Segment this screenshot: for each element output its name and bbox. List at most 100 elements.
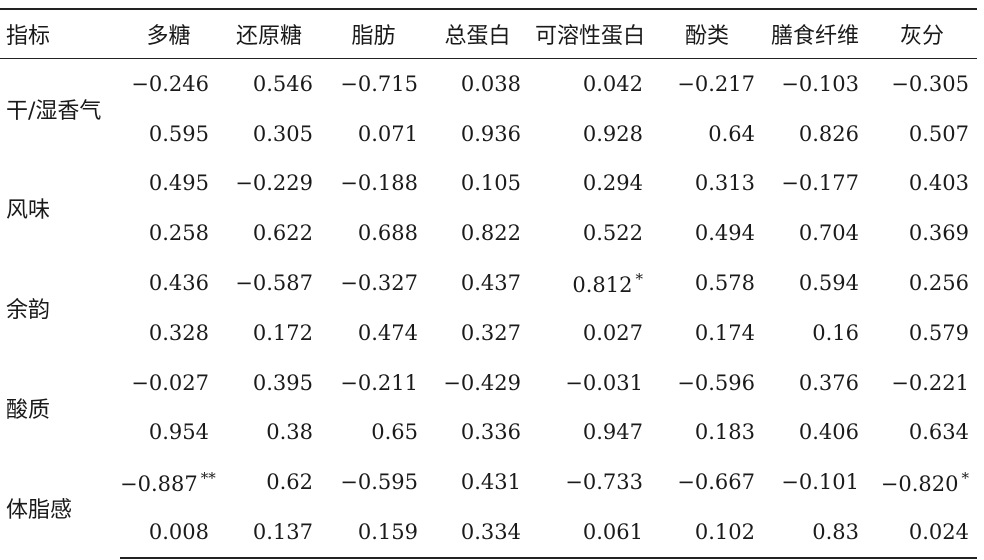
cell-value: 0.172 bbox=[252, 320, 313, 345]
cell-value: 0.579 bbox=[908, 320, 969, 345]
cell-value: 0.947 bbox=[582, 420, 643, 445]
cell-value: 0.64 bbox=[708, 121, 755, 146]
cell-value: −0.715 bbox=[340, 71, 418, 96]
correlation-cell: 0.376 bbox=[763, 358, 867, 408]
correlation-cell: 0.294 bbox=[529, 159, 651, 209]
header-cell: 还原糖 bbox=[217, 8, 321, 59]
table-row: 0.954 0.38 0.65 0.336 0.947 0.183 0.406 0.634 bbox=[0, 408, 977, 458]
p-value-cell: 0.183 bbox=[651, 408, 763, 458]
cell-value: 0.369 bbox=[908, 221, 969, 246]
table-row: 体脂感 −0.887 ** 0.62 −0.595 0.431 −0.733 −0.667 −0… bbox=[0, 457, 977, 523]
p-value-cell: 0.334 bbox=[426, 507, 529, 559]
correlation-cell: 0.313 bbox=[651, 159, 763, 209]
cell-value: 0.928 bbox=[582, 121, 643, 146]
p-value-cell: 0.172 bbox=[217, 308, 321, 358]
p-value-cell: 0.008 bbox=[120, 507, 217, 559]
cell-value: 0.38 bbox=[266, 420, 313, 445]
cell-value: 0.826 bbox=[798, 121, 859, 146]
cell-value: 0.507 bbox=[908, 121, 969, 146]
cell-value: 0.008 bbox=[148, 520, 209, 545]
cell-value: 0.594 bbox=[798, 271, 859, 296]
header-cell: 总蛋白 bbox=[426, 8, 529, 59]
cell-value: 0.406 bbox=[798, 420, 859, 445]
header-cell: 脂肪 bbox=[321, 8, 426, 59]
correlation-cell: 0.403 bbox=[867, 159, 977, 209]
correlation-cell: −0.887 ** bbox=[120, 457, 217, 507]
cell-value: 0.494 bbox=[694, 221, 755, 246]
p-value-cell: 0.954 bbox=[120, 408, 217, 458]
table-row: 0.328 0.172 0.474 0.327 0.027 0.174 0.16 0.579 bbox=[0, 308, 977, 358]
row-label: 干/湿香气 bbox=[6, 98, 102, 124]
table-body: 干/湿香气 −0.246 0.546 −0.715 0.038 0.042 −0.217 −0… bbox=[0, 59, 977, 559]
p-value-cell: 0.369 bbox=[867, 208, 977, 258]
correlation-cell: −0.667 bbox=[651, 457, 763, 507]
cell-value: 0.495 bbox=[148, 171, 209, 196]
p-value-cell: 0.327 bbox=[426, 308, 529, 358]
correlation-cell: −0.211 bbox=[321, 358, 426, 408]
cell-value: 0.65 bbox=[371, 420, 418, 445]
cell-value: −0.103 bbox=[781, 71, 859, 96]
p-value-cell: 0.64 bbox=[651, 109, 763, 159]
cell-value: 0.294 bbox=[582, 171, 643, 196]
correlation-cell: 0.042 bbox=[529, 59, 651, 109]
cell-value: −0.229 bbox=[235, 171, 313, 196]
cell-value: 0.137 bbox=[252, 520, 313, 545]
cell-value: −0.027 bbox=[131, 370, 209, 395]
p-value-cell: 0.704 bbox=[763, 208, 867, 258]
header-cell: 多糖 bbox=[120, 8, 217, 59]
correlation-cell: −0.229 bbox=[217, 159, 321, 209]
table-row: 干/湿香气 −0.246 0.546 −0.715 0.038 0.042 −0.217 −0… bbox=[0, 59, 977, 124]
cell-value: 0.256 bbox=[908, 271, 969, 296]
p-value-cell: 0.027 bbox=[529, 308, 651, 358]
p-value-cell: 0.522 bbox=[529, 208, 651, 258]
cell-value: 0.403 bbox=[908, 171, 969, 196]
correlation-cell: −0.305 bbox=[867, 59, 977, 109]
correlation-cell: −0.031 bbox=[529, 358, 651, 408]
cell-value: 0.174 bbox=[694, 320, 755, 345]
p-value-cell: 0.024 bbox=[867, 507, 977, 559]
cell-value: 0.376 bbox=[798, 370, 859, 395]
correlation-cell: −0.101 bbox=[763, 457, 867, 507]
correlation-cell: 0.437 bbox=[426, 258, 529, 308]
correlation-cell: −0.715 bbox=[321, 59, 426, 109]
table-row: 0.258 0.622 0.688 0.822 0.522 0.494 0.704 0.369 bbox=[0, 208, 977, 258]
p-value-cell: 0.83 bbox=[763, 507, 867, 559]
p-value-cell: 0.071 bbox=[321, 109, 426, 159]
correlation-cell: −0.188 bbox=[321, 159, 426, 209]
cell-value: −0.587 bbox=[235, 271, 313, 296]
row-label: 酸质 bbox=[6, 397, 51, 423]
cell-value: 0.634 bbox=[908, 420, 969, 445]
table-row: 余韵 0.436 −0.587 −0.327 0.437 0.812 * 0.578 0.594… bbox=[0, 258, 977, 323]
correlation-cell: −0.027 bbox=[120, 358, 217, 408]
correlation-cell: −0.820 * bbox=[867, 457, 977, 507]
significance-mark: ** bbox=[200, 468, 216, 487]
cell-value: 0.595 bbox=[148, 121, 209, 146]
p-value-cell: 0.936 bbox=[426, 109, 529, 159]
header-cell: 酚类 bbox=[651, 8, 763, 59]
p-value-cell: 0.507 bbox=[867, 109, 977, 159]
cell-value: −0.221 bbox=[891, 370, 969, 395]
cell-value: 0.546 bbox=[252, 71, 313, 96]
cell-value: −0.733 bbox=[565, 470, 643, 495]
cell-value: −0.887 bbox=[120, 471, 198, 496]
correlation-cell: −0.327 bbox=[321, 258, 426, 308]
cell-value: 0.102 bbox=[694, 520, 755, 545]
p-value-cell: 0.406 bbox=[763, 408, 867, 458]
p-value-cell: 0.174 bbox=[651, 308, 763, 358]
p-value-cell: 0.137 bbox=[217, 507, 321, 559]
cell-value: −0.031 bbox=[565, 370, 643, 395]
p-value-cell: 0.16 bbox=[763, 308, 867, 358]
cell-value: 0.305 bbox=[252, 121, 313, 146]
correlation-cell: −0.733 bbox=[529, 457, 651, 507]
p-value-cell: 0.305 bbox=[217, 109, 321, 159]
cell-value: 0.328 bbox=[148, 320, 209, 345]
cell-value: 0.812 bbox=[572, 272, 633, 297]
header-indicator: 指标 bbox=[0, 8, 120, 59]
cell-value: 0.688 bbox=[357, 221, 418, 246]
cell-value: −0.305 bbox=[891, 71, 969, 96]
p-value-cell: 0.595 bbox=[120, 109, 217, 159]
cell-value: 0.027 bbox=[582, 320, 643, 345]
correlation-cell: 0.436 bbox=[120, 258, 217, 308]
p-value-cell: 0.822 bbox=[426, 208, 529, 258]
